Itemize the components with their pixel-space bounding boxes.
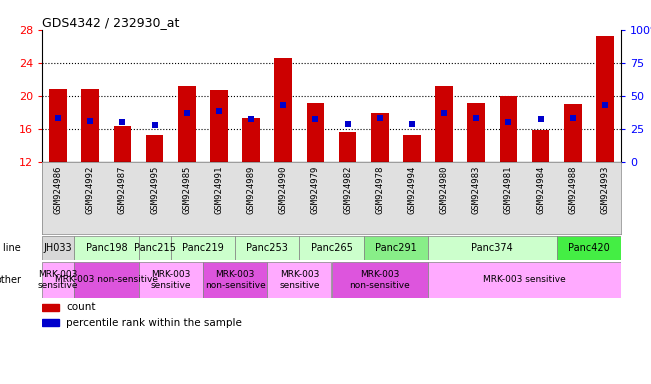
Bar: [299, 236, 364, 260]
Bar: [146, 135, 163, 162]
Text: MRK-003 non-sensitive: MRK-003 non-sensitive: [55, 275, 158, 285]
Bar: [596, 36, 614, 162]
Text: GSM924988: GSM924988: [568, 166, 577, 214]
Bar: [557, 236, 621, 260]
Bar: [74, 262, 139, 298]
Bar: [235, 236, 299, 260]
Text: Panc219: Panc219: [182, 243, 224, 253]
Bar: [403, 135, 421, 162]
Text: GSM924984: GSM924984: [536, 166, 545, 214]
Bar: [178, 86, 195, 162]
Text: cell line: cell line: [0, 243, 21, 253]
Text: MRK-003
sensitive: MRK-003 sensitive: [38, 270, 78, 290]
Text: GSM924991: GSM924991: [214, 166, 223, 214]
Bar: [139, 236, 171, 260]
Bar: [210, 90, 228, 162]
Text: GSM924989: GSM924989: [247, 166, 256, 214]
Text: percentile rank within the sample: percentile rank within the sample: [66, 318, 242, 328]
Bar: [49, 89, 67, 162]
Bar: [139, 262, 203, 298]
Text: GSM924994: GSM924994: [408, 166, 417, 214]
Bar: [267, 262, 331, 298]
Bar: [42, 236, 74, 260]
Text: count: count: [66, 303, 96, 313]
Bar: [242, 118, 260, 162]
Text: GSM924979: GSM924979: [311, 166, 320, 214]
Text: GSM924980: GSM924980: [439, 166, 449, 214]
Bar: [81, 89, 99, 162]
Text: other: other: [0, 275, 21, 285]
Text: Panc374: Panc374: [471, 243, 513, 253]
Bar: [203, 262, 267, 298]
Text: GSM924982: GSM924982: [343, 166, 352, 214]
Text: MRK-003 sensitive: MRK-003 sensitive: [483, 275, 566, 285]
Bar: [74, 236, 139, 260]
Text: GSM924985: GSM924985: [182, 166, 191, 214]
Bar: [42, 319, 59, 326]
Text: MRK-003
non-sensitive: MRK-003 non-sensitive: [350, 270, 410, 290]
Text: Panc198: Panc198: [85, 243, 127, 253]
Bar: [171, 236, 235, 260]
Text: MRK-003
sensitive: MRK-003 sensitive: [279, 270, 320, 290]
Text: Panc291: Panc291: [375, 243, 417, 253]
Bar: [331, 262, 428, 298]
Bar: [564, 104, 581, 162]
Text: Panc253: Panc253: [246, 243, 288, 253]
Text: GSM924993: GSM924993: [600, 166, 609, 214]
Bar: [42, 304, 59, 311]
Text: GSM924990: GSM924990: [279, 166, 288, 214]
Bar: [339, 132, 357, 162]
Text: MRK-003
sensitive: MRK-003 sensitive: [150, 270, 191, 290]
Bar: [371, 113, 389, 162]
Text: Panc420: Panc420: [568, 243, 610, 253]
Text: JH033: JH033: [44, 243, 72, 253]
Bar: [532, 130, 549, 162]
Bar: [428, 236, 557, 260]
Bar: [436, 86, 453, 162]
Text: GSM924986: GSM924986: [53, 166, 62, 214]
Text: GSM924978: GSM924978: [375, 166, 384, 214]
Bar: [499, 96, 518, 162]
Bar: [428, 262, 621, 298]
Bar: [467, 103, 485, 162]
Text: GSM924992: GSM924992: [86, 166, 95, 214]
Bar: [42, 262, 74, 298]
Text: Panc265: Panc265: [311, 243, 352, 253]
Text: Panc215: Panc215: [133, 243, 176, 253]
Bar: [113, 126, 132, 162]
Text: MRK-003
non-sensitive: MRK-003 non-sensitive: [204, 270, 266, 290]
Text: GSM924983: GSM924983: [472, 166, 480, 214]
Text: GSM924981: GSM924981: [504, 166, 513, 214]
Text: GSM924987: GSM924987: [118, 166, 127, 214]
Bar: [307, 103, 324, 162]
Text: GSM924995: GSM924995: [150, 166, 159, 214]
Text: GDS4342 / 232930_at: GDS4342 / 232930_at: [42, 16, 180, 29]
Bar: [275, 58, 292, 162]
Bar: [364, 236, 428, 260]
